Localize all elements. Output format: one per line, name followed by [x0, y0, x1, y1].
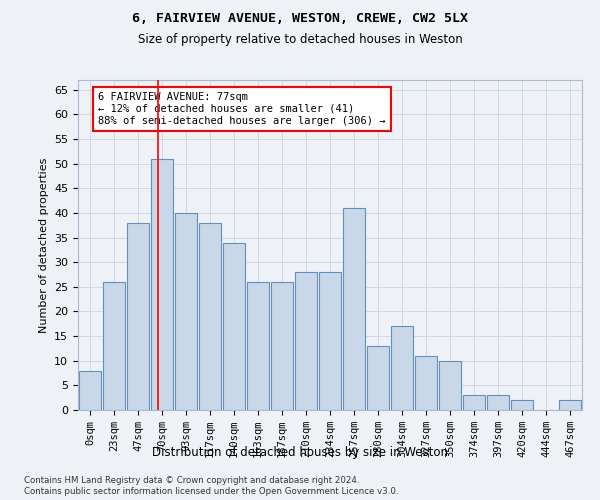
Bar — [343, 208, 365, 410]
Bar — [463, 395, 485, 410]
Bar — [439, 360, 461, 410]
Bar — [103, 282, 125, 410]
Bar — [367, 346, 389, 410]
Text: Contains public sector information licensed under the Open Government Licence v3: Contains public sector information licen… — [24, 487, 398, 496]
Bar — [247, 282, 269, 410]
Bar — [151, 159, 173, 410]
Bar — [79, 370, 101, 410]
Bar — [487, 395, 509, 410]
Bar — [127, 223, 149, 410]
Bar — [391, 326, 413, 410]
Bar — [223, 242, 245, 410]
Bar — [559, 400, 581, 410]
Bar — [511, 400, 533, 410]
Bar — [319, 272, 341, 410]
Bar — [271, 282, 293, 410]
Bar — [199, 223, 221, 410]
Bar — [295, 272, 317, 410]
Text: 6, FAIRVIEW AVENUE, WESTON, CREWE, CW2 5LX: 6, FAIRVIEW AVENUE, WESTON, CREWE, CW2 5… — [132, 12, 468, 26]
Y-axis label: Number of detached properties: Number of detached properties — [38, 158, 49, 332]
Text: Contains HM Land Registry data © Crown copyright and database right 2024.: Contains HM Land Registry data © Crown c… — [24, 476, 359, 485]
Text: Size of property relative to detached houses in Weston: Size of property relative to detached ho… — [137, 32, 463, 46]
Bar — [175, 213, 197, 410]
Text: 6 FAIRVIEW AVENUE: 77sqm
← 12% of detached houses are smaller (41)
88% of semi-d: 6 FAIRVIEW AVENUE: 77sqm ← 12% of detach… — [98, 92, 386, 126]
Text: Distribution of detached houses by size in Weston: Distribution of detached houses by size … — [152, 446, 448, 459]
Bar — [415, 356, 437, 410]
